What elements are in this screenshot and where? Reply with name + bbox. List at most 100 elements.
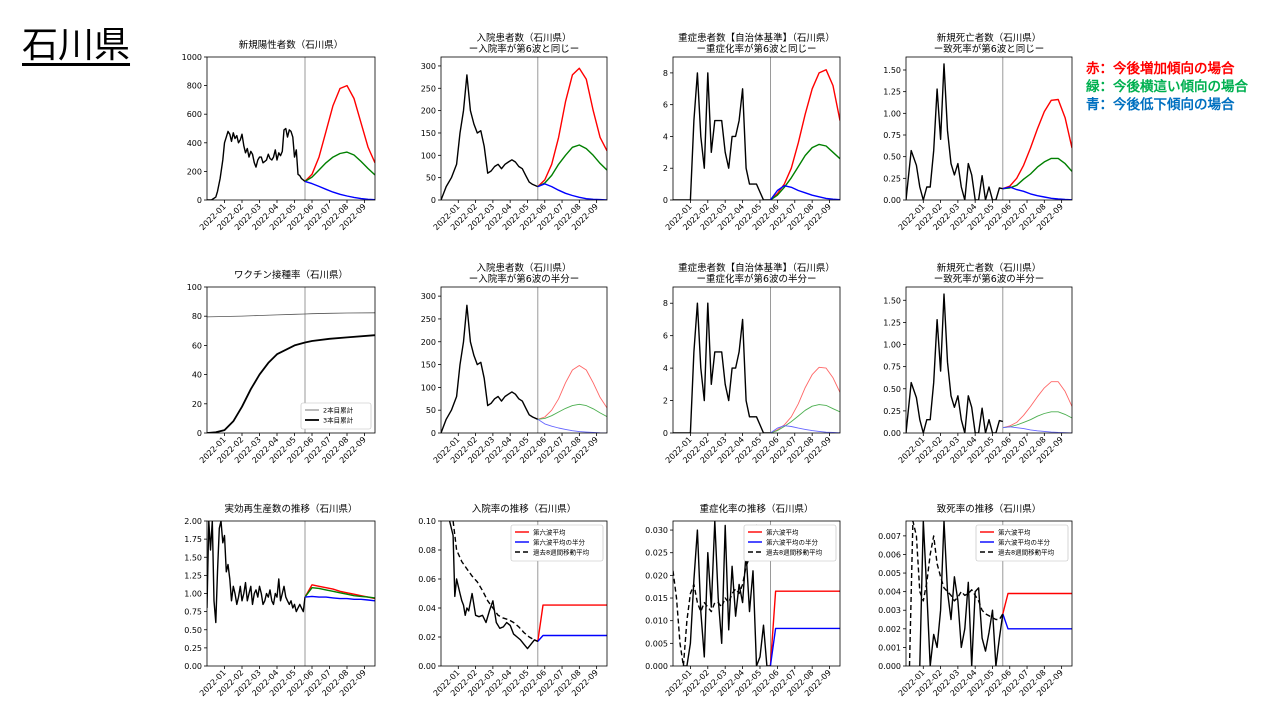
legend-label: 第六波平均: [533, 528, 566, 537]
page-title: 石川県: [22, 25, 131, 66]
series-line: [1002, 98, 1072, 190]
y-tick-label: 20: [192, 400, 202, 409]
y-tick-label: 50: [426, 174, 436, 183]
series-line: [441, 304, 539, 433]
series-group: [673, 68, 840, 200]
y-tick-label: 100: [187, 283, 202, 292]
y-tick-label: 0.00: [418, 662, 436, 671]
chart-subtitle: ー重症化率が第6波と同じー: [696, 43, 816, 55]
y-tick-label: 0.75: [184, 608, 202, 617]
y-tick-label: 0.010: [645, 617, 668, 626]
y-tick-label: 0.007: [878, 532, 901, 541]
y-tick-label: 0: [431, 196, 436, 205]
chart-panel: 重症化率の推移（石川県） 0.000 0.005 0.010 0.015 0.020 0.0…: [645, 503, 841, 698]
series-line: [770, 143, 840, 200]
y-tick-label: 0.003: [878, 606, 901, 615]
y-tick-label: 0.004: [878, 588, 901, 597]
series-line: [1002, 426, 1072, 433]
y-tick-label: 150: [421, 361, 436, 370]
y-tick-label: 400: [187, 139, 202, 148]
chart-subtitle: ー致死率が第6波と同じー: [934, 43, 1045, 55]
chart-title: 新規死亡者数（石川県）: [937, 32, 1042, 44]
series-line: [1002, 186, 1072, 200]
y-tick-label: 800: [187, 82, 202, 91]
series-line: [906, 293, 1003, 433]
series-line: [908, 521, 1004, 666]
y-tick-label: 0.75: [883, 131, 901, 140]
series-line: [304, 587, 375, 599]
chart-title: ワクチン接種率（石川県）: [234, 269, 348, 281]
y-tick-label: 0.005: [878, 569, 901, 578]
y-tick-label: 1.00: [184, 590, 202, 599]
series-line: [1002, 411, 1072, 429]
y-tick-label: 0.50: [883, 153, 901, 162]
plot-frame: [672, 286, 841, 434]
legend-box: [743, 524, 837, 562]
series-line: [207, 312, 375, 318]
y-tick-label: 1.75: [184, 535, 202, 544]
y-tick-label: 200: [421, 107, 436, 116]
series-line: [452, 521, 539, 643]
plot-frame: [905, 286, 1073, 434]
y-tick-label: 0.06: [418, 575, 436, 584]
series-group: [906, 63, 1072, 200]
legend-label: 第六波平均: [998, 528, 1031, 537]
chart-title: 新規死亡者数（石川県）: [937, 262, 1042, 274]
series-group: [441, 67, 607, 200]
chart-panel: 新規死亡者数（石川県）ー致死率が第6波と同じー 0.00 0.25 0.50 0.75 1…: [883, 32, 1073, 232]
y-tick-label: 1.50: [184, 553, 202, 562]
y-tick-label: 0.08: [418, 546, 436, 555]
legend-label: 2本目累計: [323, 406, 354, 415]
chart-title: 入院患者数（石川県）: [476, 32, 571, 44]
series-line: [770, 425, 840, 433]
legend-label: 第六波平均の半分: [766, 538, 819, 547]
y-tick-label: 0.000: [878, 662, 901, 671]
series-line: [537, 144, 607, 188]
series-line: [770, 404, 840, 433]
y-tick-label: 0: [431, 429, 436, 438]
y-tick-label: 200: [187, 167, 202, 176]
y-tick-label: 0.75: [883, 363, 901, 372]
series-line: [673, 72, 771, 200]
series-line: [304, 180, 375, 200]
chart-panel: 入院患者数（石川県）ー入院率が第6波の半分ー 0 50 100 150 200 250 300…: [421, 262, 608, 465]
y-tick-label: 250: [421, 84, 436, 93]
y-tick-label: 250: [421, 315, 436, 324]
series-group: [908, 521, 1072, 666]
series-line: [537, 418, 607, 433]
legend-label: 過去8週間移動平均: [766, 548, 823, 557]
series-line: [537, 604, 607, 642]
chart-panel: 実効再生産数の推移（石川県） 0.00 0.25 0.50 0.75 1.00 1.25 1.…: [184, 503, 376, 698]
chart-panel: 新規死亡者数（石川県）ー致死率が第6波の半分ー 0.00 0.25 0.50 0.75 1…: [883, 262, 1073, 465]
y-tick-label: 0: [197, 196, 202, 205]
y-tick-label: 80: [192, 312, 202, 321]
y-tick-label: 300: [421, 292, 436, 301]
scenario-legend: 赤：今後増加傾向の場合 緑：今後横這い傾向の場合 青：今後低下傾向の場合: [1086, 60, 1248, 114]
series-line: [537, 67, 607, 188]
y-tick-label: 2: [663, 164, 668, 173]
y-tick-label: 8: [663, 299, 668, 308]
y-tick-label: 60: [192, 341, 202, 350]
chart-subtitle: ー致死率が第6波の半分ー: [934, 273, 1045, 285]
plot-frame: [440, 520, 608, 667]
series-line: [304, 151, 375, 182]
y-tick-label: 150: [421, 129, 436, 138]
chart-subtitle: ー入院率が第6波と同じー: [469, 43, 580, 55]
y-tick-label: 1.25: [883, 88, 901, 97]
y-tick-label: 0.10: [418, 517, 436, 526]
chart-panel: 新規陽性者数（石川県）020040060080010002022-012022-…: [182, 39, 376, 232]
plot-frame: [440, 56, 608, 201]
y-tick-label: 600: [187, 110, 202, 119]
y-tick-label: 1.25: [184, 571, 202, 580]
y-tick-label: 0.006: [878, 550, 901, 559]
series-group: [673, 302, 840, 433]
series-group: [207, 521, 375, 624]
series-line: [304, 84, 375, 182]
plot-frame: [672, 56, 841, 201]
series-line: [207, 127, 306, 200]
plot-frame: [206, 56, 376, 201]
chart-title: 入院患者数（石川県）: [476, 262, 571, 274]
y-tick-label: 1.25: [883, 318, 901, 327]
